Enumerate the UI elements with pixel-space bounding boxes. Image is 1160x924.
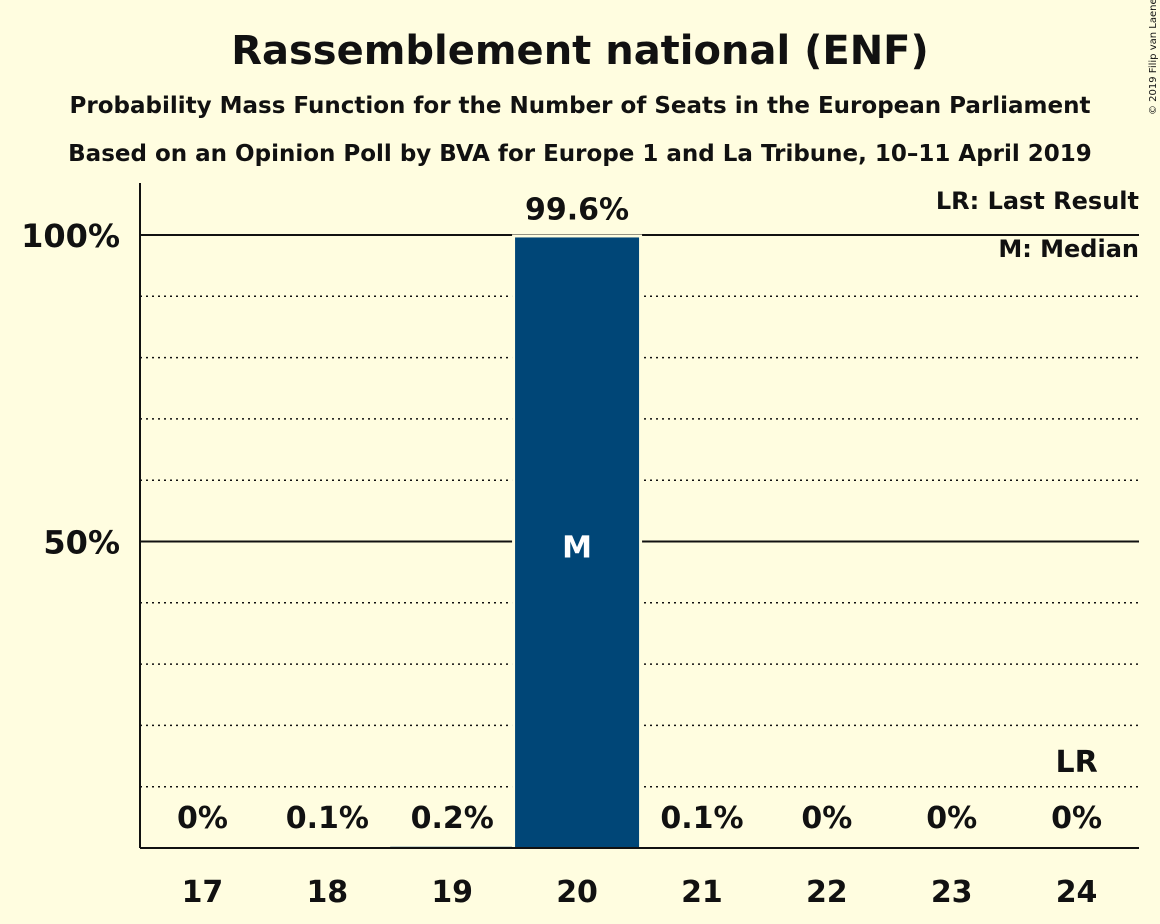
chart-subtitle-line-2: Based on an Opinion Poll by BVA for Euro… <box>68 141 1092 167</box>
y-tick-label: 100% <box>21 217 120 255</box>
bar-seats-20 <box>515 237 640 848</box>
axes <box>139 183 1139 849</box>
data-label-seats-19: 0.2% <box>411 801 494 836</box>
median-marker: M <box>562 531 592 566</box>
legend-last-result: LR: Last Result <box>936 187 1139 215</box>
y-tick-label: 50% <box>43 524 120 562</box>
x-tick-label: 18 <box>306 875 348 910</box>
bars <box>265 234 764 848</box>
x-tick-label: 20 <box>556 875 598 910</box>
y-axis-ticks: 50% 100% <box>21 217 120 562</box>
data-label-seats-22: 0% <box>801 801 852 836</box>
data-label-seats-18: 0.1% <box>286 801 369 836</box>
last-result-marker: LR <box>1055 745 1097 780</box>
x-tick-label: 21 <box>681 875 723 910</box>
x-tick-label: 23 <box>931 875 973 910</box>
data-label-seats-21: 0.1% <box>660 801 743 836</box>
legend-median: M: Median <box>998 235 1139 263</box>
data-label-seats-17: 0% <box>177 801 228 836</box>
x-tick-label: 22 <box>806 875 848 910</box>
chart-subtitle-line-1: Probability Mass Function for the Number… <box>70 93 1091 119</box>
copyright-notice: © 2019 Filip van Laenen <box>1148 0 1159 115</box>
data-label-seats-20: 99.6% <box>525 192 629 227</box>
x-axis-ticks: 17 18 19 20 21 22 23 24 <box>182 875 1098 910</box>
x-tick-label: 19 <box>431 875 473 910</box>
data-labels: 0% 0.1% 0.2% 99.6% 0.1% 0% 0% 0% M LR <box>177 192 1102 836</box>
data-label-seats-24: 0% <box>1051 801 1102 836</box>
data-label-seats-23: 0% <box>926 801 977 836</box>
chart-title: Rassemblement national (ENF) <box>231 28 929 74</box>
x-tick-label: 24 <box>1056 875 1098 910</box>
x-tick-label: 17 <box>182 875 224 910</box>
